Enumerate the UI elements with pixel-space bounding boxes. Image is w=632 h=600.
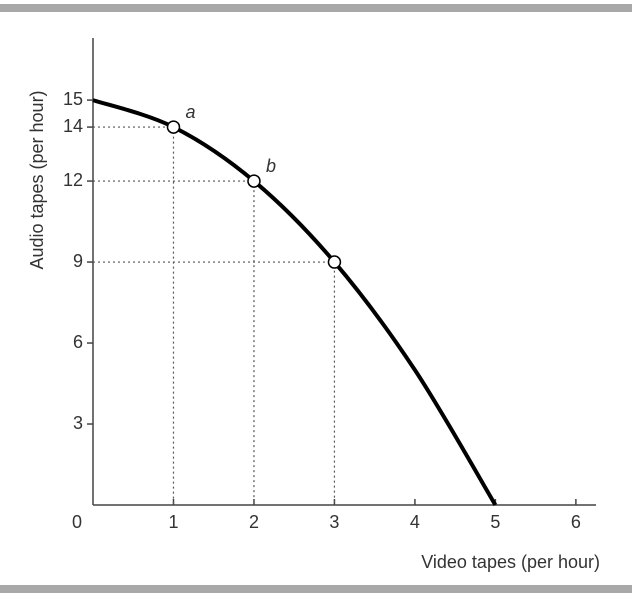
x-tick-label: 4 — [410, 512, 420, 532]
guide-line — [93, 126, 175, 505]
x-tick-label: 3 — [329, 512, 339, 532]
ppf-curve — [92, 98, 498, 507]
x-tick-label: 2 — [249, 512, 259, 532]
y-tick-label: 6 — [73, 332, 83, 352]
y-tick-label: 15 — [63, 89, 83, 109]
y-tick-label: 9 — [73, 251, 83, 271]
top-bar — [0, 4, 632, 12]
point-label: a — [185, 102, 195, 122]
y-tick-label: 3 — [73, 413, 83, 433]
x-axis-label: Video tapes (per hour) — [421, 552, 600, 572]
guide-line — [93, 261, 336, 505]
x-tick-label: 0 — [72, 512, 82, 532]
point-marker — [247, 174, 261, 188]
x-tick-label: 1 — [168, 512, 178, 532]
y-tick-label: 14 — [63, 116, 83, 136]
point-label: b — [266, 156, 276, 176]
y-axis-label: Audio tapes (per hour) — [27, 90, 47, 269]
point-marker — [166, 120, 181, 134]
x-tick-label: 5 — [490, 512, 500, 532]
x-tick-label: 6 — [571, 512, 581, 532]
bottom-bar — [0, 585, 632, 593]
y-tick-label: 12 — [63, 170, 83, 190]
point-marker — [327, 255, 342, 269]
